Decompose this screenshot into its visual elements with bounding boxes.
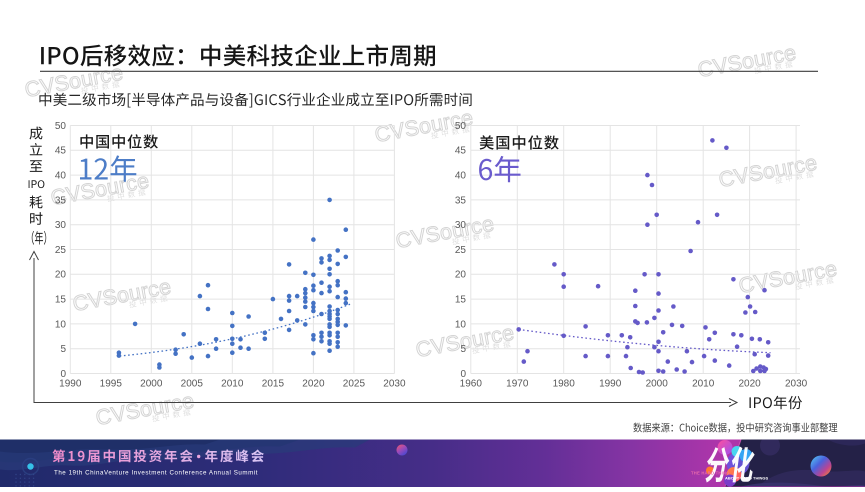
svg-text:5: 5 [60, 344, 66, 355]
svg-text:1980: 1980 [553, 378, 576, 389]
svg-text:25: 25 [455, 245, 467, 256]
svg-text:2000: 2000 [646, 378, 669, 389]
svg-text:THE HARD THING: THE HARD THING [691, 470, 730, 475]
svg-text:20: 20 [55, 270, 67, 281]
svg-text:2025: 2025 [343, 378, 366, 389]
svg-text:2030: 2030 [785, 378, 808, 389]
svg-text:40: 40 [455, 171, 467, 182]
svg-text:2010: 2010 [692, 378, 715, 389]
svg-text:2000: 2000 [140, 378, 163, 389]
svg-text:25: 25 [55, 245, 67, 256]
svg-text:30: 30 [455, 220, 467, 231]
svg-text:2020: 2020 [738, 378, 761, 389]
svg-text:2015: 2015 [262, 378, 285, 389]
svg-text:1990: 1990 [599, 378, 622, 389]
svg-text:15: 15 [55, 295, 67, 306]
svg-text:1970: 1970 [506, 378, 529, 389]
svg-text:10: 10 [55, 319, 67, 330]
svg-text:2005: 2005 [181, 378, 204, 389]
svg-text:0: 0 [60, 369, 66, 380]
svg-text:ABOUT HARD THINGS: ABOUT HARD THINGS [725, 476, 768, 481]
svg-text:1990: 1990 [59, 378, 82, 389]
svg-text:The 19th ChinaVenture Investme: The 19th ChinaVenture Investment Confere… [54, 470, 258, 477]
svg-text:45: 45 [55, 146, 67, 157]
svg-text:30: 30 [55, 220, 67, 231]
svg-text:1960: 1960 [460, 378, 483, 389]
svg-text:50: 50 [455, 121, 467, 132]
svg-text:5: 5 [460, 344, 466, 355]
svg-text:15: 15 [455, 295, 467, 306]
svg-text:1995: 1995 [100, 378, 123, 389]
svg-text:2010: 2010 [221, 378, 244, 389]
svg-text:2020: 2020 [302, 378, 325, 389]
svg-text:0: 0 [460, 369, 466, 380]
svg-text:2030: 2030 [383, 378, 406, 389]
svg-text:20: 20 [455, 270, 467, 281]
svg-text:10: 10 [455, 319, 467, 330]
svg-text:40: 40 [55, 171, 67, 182]
svg-text:50: 50 [55, 121, 67, 132]
svg-text:45: 45 [455, 146, 467, 157]
svg-text:35: 35 [55, 195, 67, 206]
svg-text:35: 35 [455, 195, 467, 206]
